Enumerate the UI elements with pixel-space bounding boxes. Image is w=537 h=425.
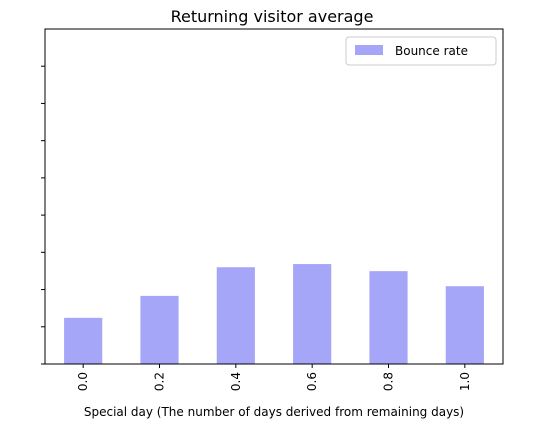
bar-0.6 <box>293 264 332 364</box>
x-tick-label-0.0: 0.0 <box>76 372 90 391</box>
legend: Bounce rate <box>345 36 497 66</box>
x-tick-label-0.6: 0.6 <box>305 372 319 391</box>
bar-1.0 <box>445 286 484 364</box>
legend-box <box>345 36 497 66</box>
bar-0.2 <box>140 295 179 364</box>
x-tick-label-0.8: 0.8 <box>382 372 396 391</box>
chart-title: Returning visitor average <box>171 7 374 26</box>
bar-0.0 <box>64 317 103 364</box>
bar-0.8 <box>369 271 408 364</box>
plot-frame <box>44 28 504 365</box>
x-axis-label: Special day (The number of days derived … <box>84 405 464 419</box>
x-tick-label-0.4: 0.4 <box>229 372 243 391</box>
x-tick-label-0.2: 0.2 <box>153 372 167 391</box>
x-tick-label-1.0: 1.0 <box>458 372 472 391</box>
bars-group <box>64 264 484 364</box>
x-ticks: 0.0 0.2 0.4 0.6 0.8 1.0 <box>76 364 472 391</box>
legend-label: Bounce rate <box>395 44 468 58</box>
bar-0.4 <box>216 267 255 364</box>
y-ticks <box>41 65 45 365</box>
legend-swatch <box>355 45 383 55</box>
